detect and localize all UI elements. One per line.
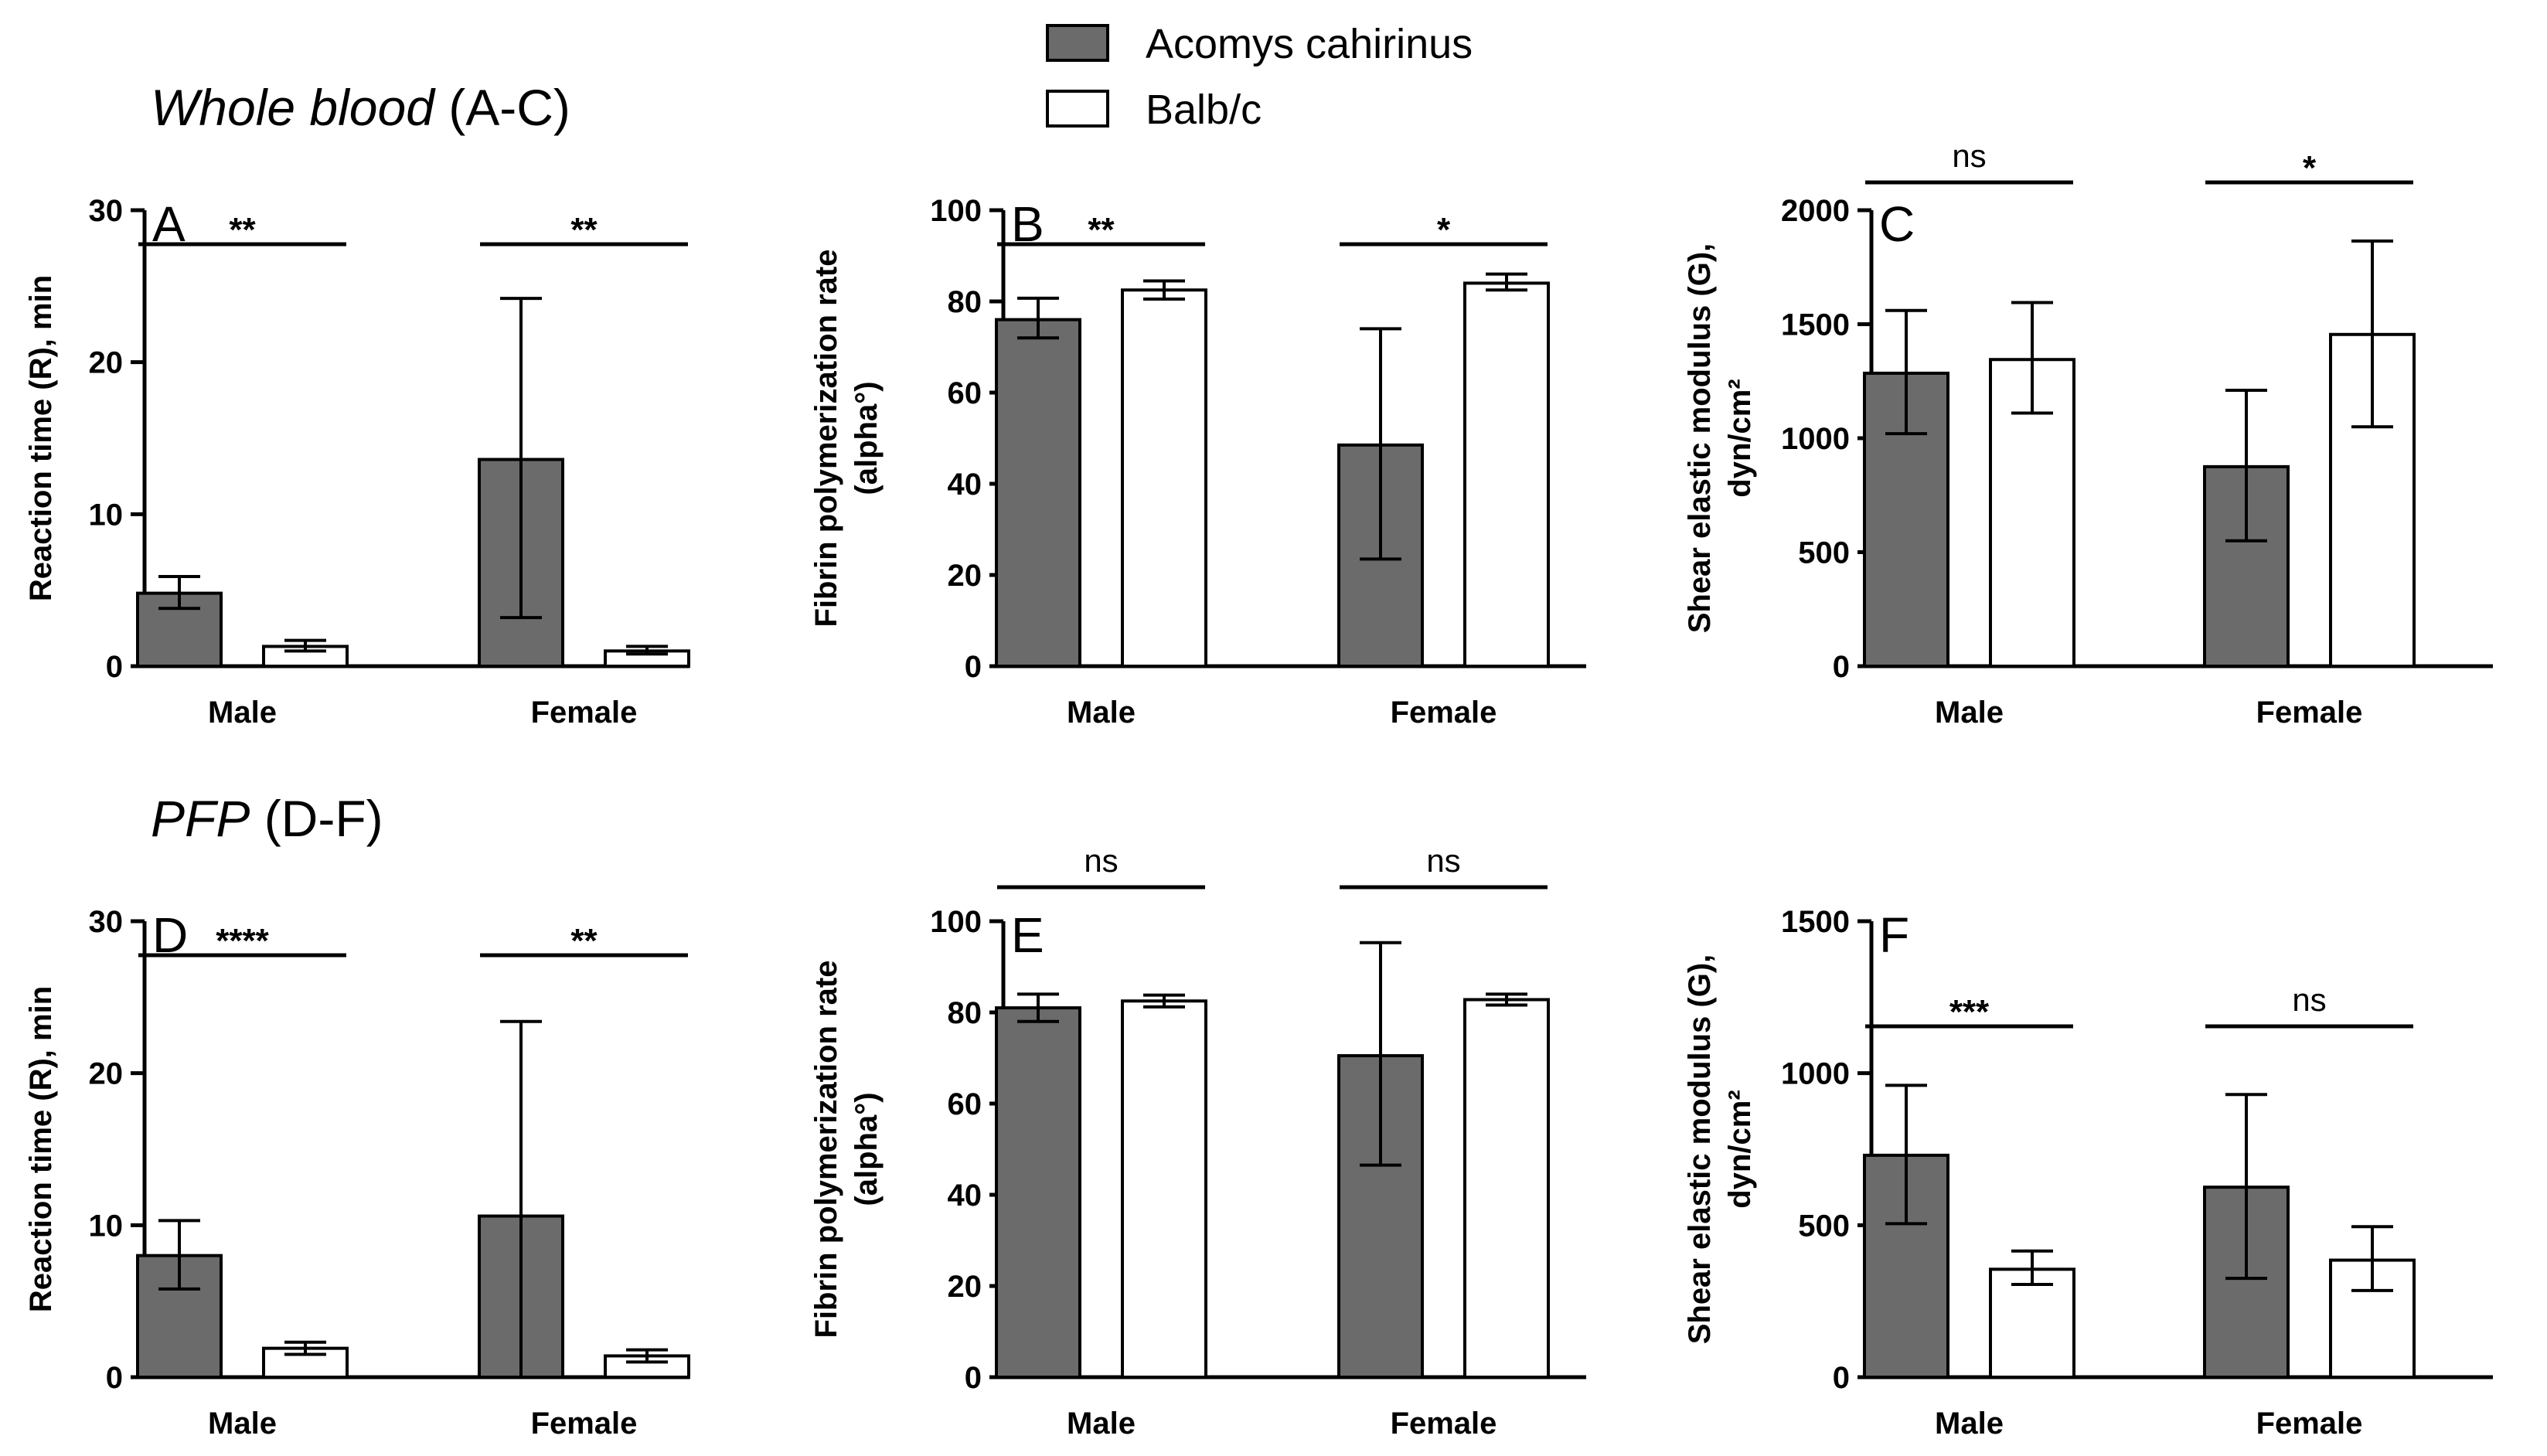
section-title-italic: PFP	[151, 790, 250, 847]
panel-letter: C	[1879, 196, 1915, 252]
section-title-italic: Whole blood	[151, 79, 436, 136]
y-axis-title-line2: dyn/cm²	[1723, 1090, 1757, 1208]
y-axis-title: Fibrin polymerization rate	[809, 250, 843, 628]
panel-letter: F	[1879, 907, 1909, 963]
significance-label: **	[570, 211, 598, 249]
y-tick-label: 100	[930, 194, 982, 228]
section-title-rest: (A-C)	[434, 79, 570, 136]
x-category-label: Male	[1067, 1407, 1136, 1441]
significance-label: ***	[1949, 993, 1990, 1031]
y-tick-label: 30	[89, 194, 124, 228]
y-axis-title-line2: (alpha°)	[850, 1092, 884, 1206]
section-title-rest: (D-F)	[250, 790, 383, 847]
bar-balb	[1989, 1267, 2075, 1379]
significance-label: **	[570, 922, 598, 960]
y-axis-title-line2: dyn/cm²	[1723, 379, 1757, 497]
bar-acomys	[995, 1006, 1081, 1379]
panel-f: 0 500 1000 1500 Shear elastic modulus (G), dy…	[1683, 905, 2493, 1441]
panel-e: 0 20 40 60 80 100 Fibrin polymerization rate (a…	[809, 842, 1586, 1441]
bar-balb	[1121, 288, 1207, 668]
y-axis-title: Shear elastic modulus (G),	[1683, 243, 1717, 634]
y-axis-title: Fibrin polymerization rate	[809, 961, 843, 1339]
x-category-label: Female	[2256, 1407, 2363, 1441]
y-tick-label: 80	[948, 285, 982, 319]
panel-letter: E	[1011, 907, 1044, 963]
y-axis-title: Shear elastic modulus (G),	[1683, 954, 1717, 1345]
significance-label: *	[2303, 149, 2317, 187]
legend-swatch-acomys	[1046, 24, 1109, 62]
y-tick-label: 30	[89, 905, 124, 939]
section-title-pfp: PFP (D-F)	[151, 790, 383, 847]
bar-acomys	[995, 318, 1081, 668]
significance-label: ns	[1084, 842, 1118, 879]
y-axis-title-line2: (alpha°)	[850, 381, 884, 495]
y-tick-label: 500	[1798, 536, 1850, 570]
y-tick-label: 0	[106, 1361, 123, 1395]
y-tick-label: 20	[89, 346, 124, 380]
y-tick-label: 0	[106, 650, 123, 684]
significance-label: **	[229, 211, 256, 249]
significance-label: ns	[2292, 981, 2326, 1018]
panel-c: 0 500 1000 1500 2000 Shear elastic modulus (G…	[1683, 138, 2493, 730]
panel-b: 0 20 40 60 80 100 Fibrin polymerization rate (a…	[809, 194, 1586, 730]
legend: Acomys cahirinus Balb/c	[1046, 21, 1473, 133]
significance-label: *	[1437, 211, 1451, 249]
x-category-label: Male	[208, 696, 277, 730]
y-tick-label: 500	[1798, 1209, 1850, 1243]
significance-label: ns	[1952, 138, 1986, 174]
x-category-label: Female	[531, 696, 638, 730]
significance-label: ****	[216, 922, 269, 960]
y-tick-label: 0	[1833, 650, 1850, 684]
bar-balb	[1121, 999, 1207, 1379]
x-category-label: Female	[1391, 1407, 1497, 1441]
y-tick-label: 60	[948, 376, 982, 410]
y-axis-title: Reaction time (R), min	[24, 986, 58, 1312]
bar-balb	[1463, 281, 1550, 668]
y-tick-label: 0	[965, 1361, 982, 1395]
x-category-label: Female	[531, 1407, 638, 1441]
y-tick-label: 2000	[1781, 194, 1850, 228]
y-tick-label: 20	[89, 1057, 124, 1091]
section-title-whole-blood: Whole blood (A-C)	[151, 79, 570, 136]
x-category-label: Female	[1391, 696, 1497, 730]
x-category-label: Male	[1935, 696, 2004, 730]
y-axis-title: Reaction time (R), min	[24, 275, 58, 601]
y-tick-label: 0	[965, 650, 982, 684]
y-tick-label: 0	[1833, 1361, 1850, 1395]
y-tick-label: 20	[948, 559, 982, 593]
y-tick-label: 60	[948, 1087, 982, 1121]
y-tick-label: 40	[948, 1179, 982, 1213]
x-category-label: Male	[1067, 696, 1136, 730]
x-category-label: Male	[208, 1407, 277, 1441]
significance-label: ns	[1426, 842, 1460, 879]
legend-label-acomys: Acomys cahirinus	[1146, 21, 1473, 67]
y-tick-label: 1000	[1781, 422, 1850, 456]
x-category-label: Male	[1935, 1407, 2004, 1441]
bar-balb	[1463, 998, 1550, 1379]
significance-label: **	[1088, 211, 1115, 249]
y-tick-label: 100	[930, 905, 982, 939]
y-tick-label: 80	[948, 996, 982, 1030]
y-tick-label: 1000	[1781, 1057, 1850, 1091]
y-tick-label: 1500	[1781, 905, 1850, 939]
legend-swatch-balb	[1046, 90, 1109, 128]
y-tick-label: 10	[89, 498, 124, 532]
y-tick-label: 40	[948, 468, 982, 502]
x-category-label: Female	[2256, 696, 2363, 730]
y-tick-label: 20	[948, 1270, 982, 1304]
y-tick-label: 1500	[1781, 308, 1850, 342]
legend-label-balb: Balb/c	[1146, 87, 1262, 133]
y-tick-label: 10	[89, 1209, 124, 1243]
